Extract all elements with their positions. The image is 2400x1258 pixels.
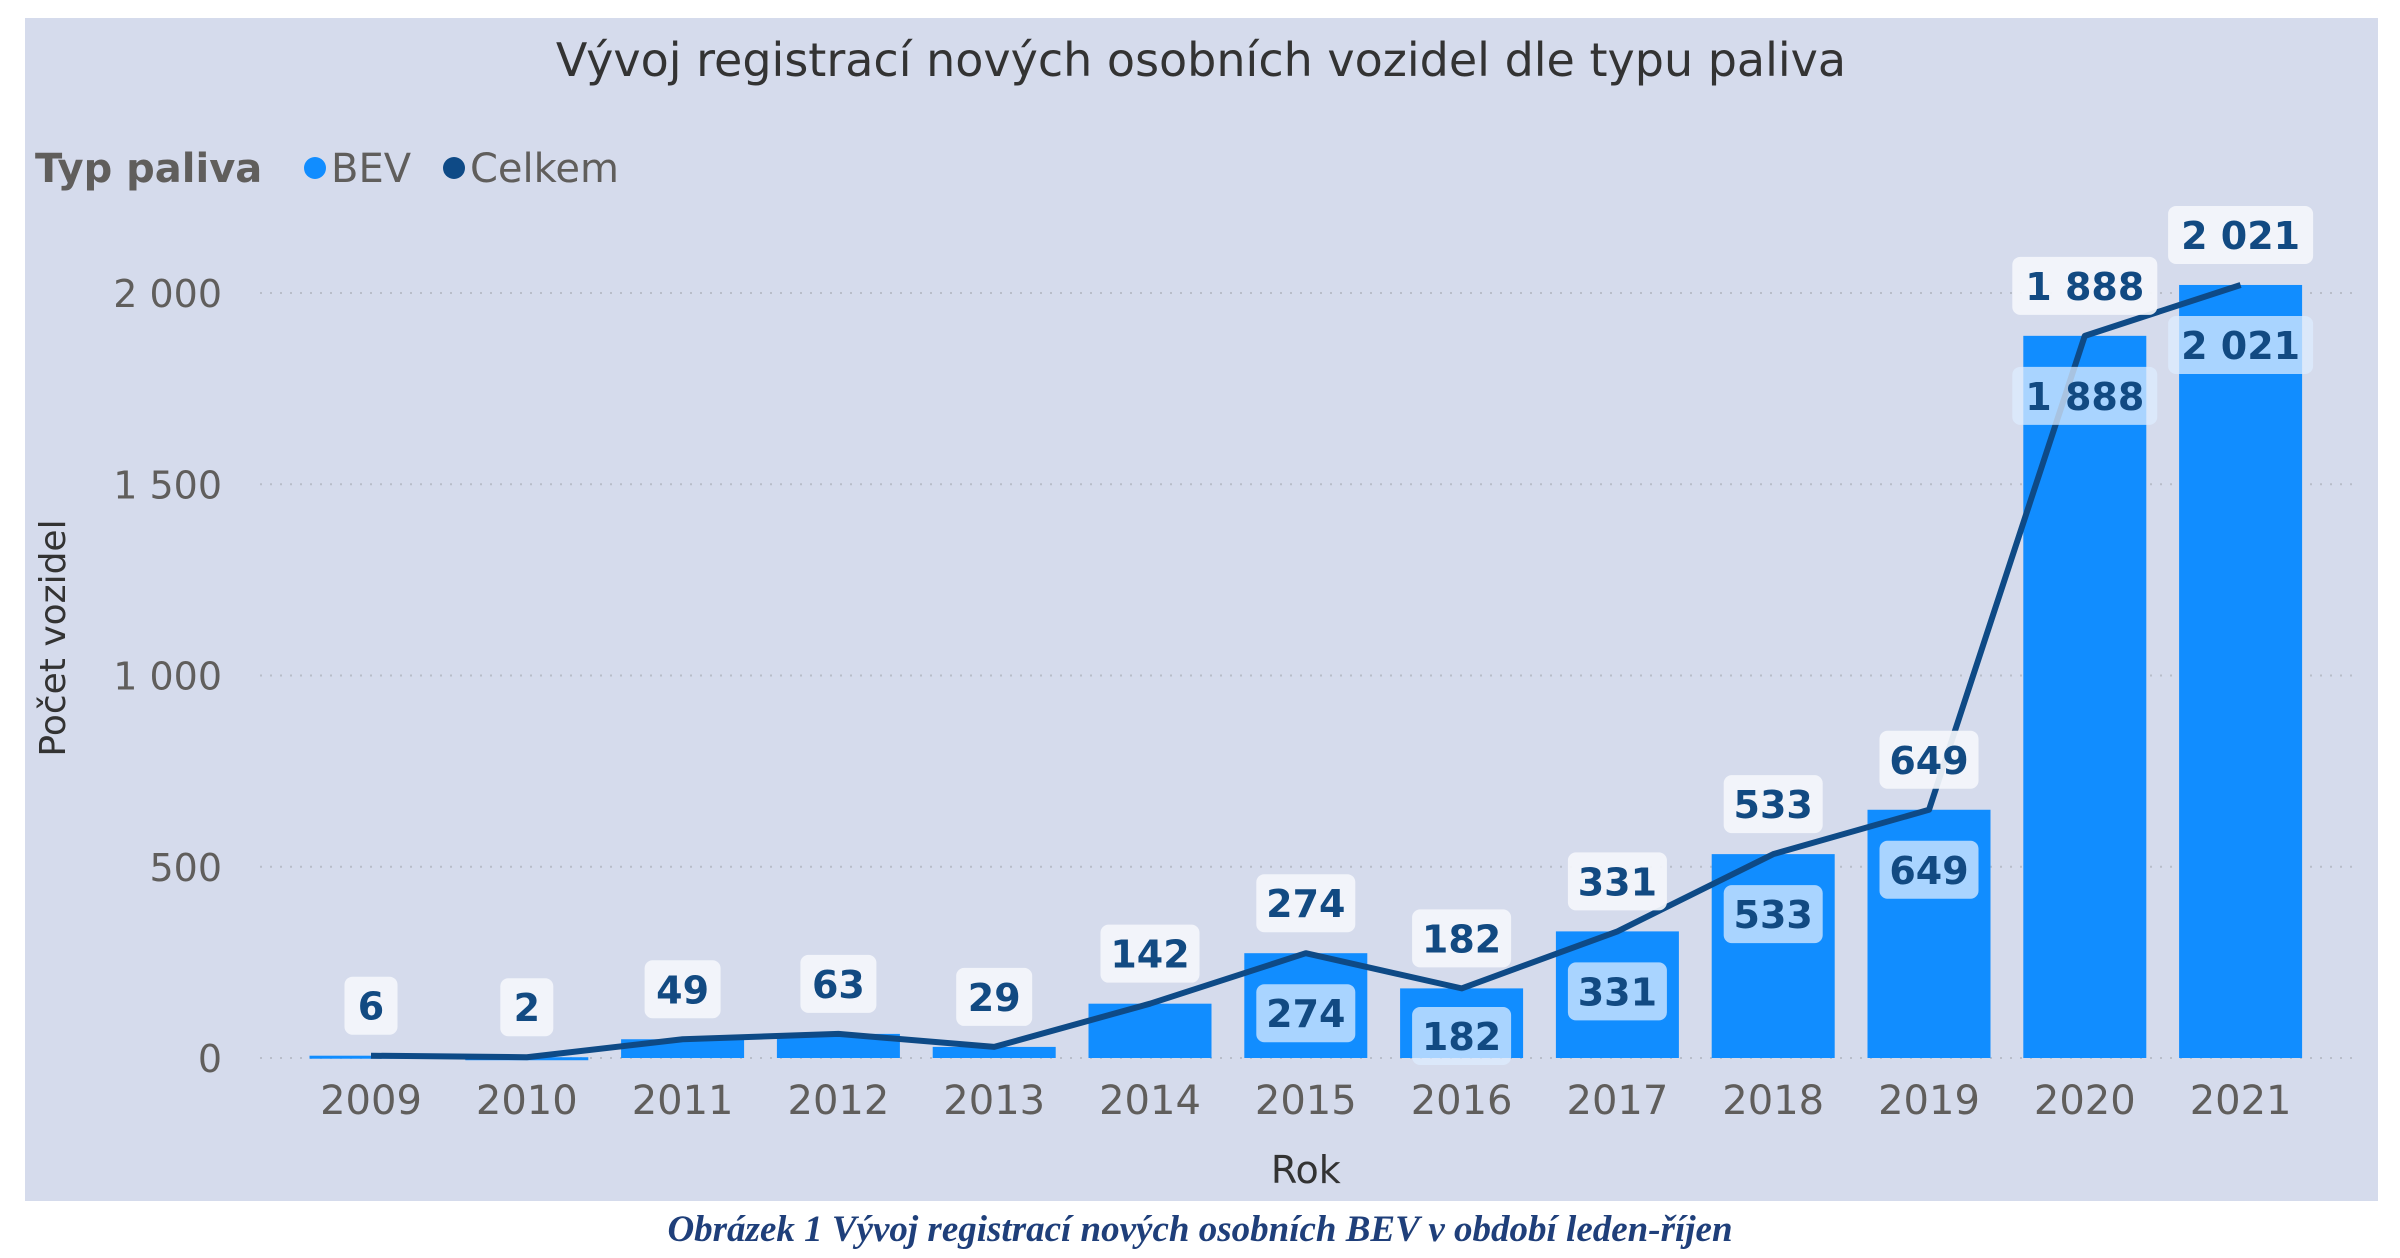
- data-label-bev-box: [2168, 315, 2314, 374]
- data-label-celkem: 274: [1266, 882, 1345, 926]
- bar-bev-2021: [2179, 284, 2303, 1058]
- data-label-celkem: 6: [358, 985, 384, 1029]
- x-tick-label: 2019: [1878, 1078, 1980, 1124]
- data-label-celkem-box: [1412, 909, 1512, 968]
- data-label-bev-box: [2012, 366, 2158, 425]
- data-label-bev: 1 888: [2025, 375, 2144, 419]
- data-label-celkem-box: [956, 967, 1033, 1026]
- data-label-celkem: 2: [514, 986, 540, 1030]
- bar-bev-2013: [932, 1046, 1056, 1058]
- y-axis-label: Počet vozidel: [33, 519, 74, 756]
- data-label-bev: 182: [1422, 1015, 1501, 1059]
- data-label-bev: 649: [1889, 849, 1968, 893]
- y-tick-label: 1 500: [113, 463, 222, 507]
- data-label-celkem: 2 021: [2181, 214, 2300, 258]
- x-tick-label: 2015: [1255, 1078, 1357, 1124]
- data-label-bev: 533: [1734, 893, 1813, 937]
- data-label-celkem-box: [1567, 852, 1667, 911]
- data-label-celkem: 533: [1734, 783, 1813, 827]
- data-label-celkem: 49: [656, 968, 709, 1012]
- bar-bev-2020: [2023, 335, 2147, 1059]
- chart-title: Vývoj registrací nových osobních vozidel…: [556, 33, 1846, 87]
- x-tick-label: 2016: [1411, 1078, 1513, 1124]
- combo-chart: Vývoj registrací nových osobních vozidel…: [33, 33, 2355, 1192]
- y-tick-label: 2 000: [113, 272, 222, 316]
- data-label-celkem-box: [1879, 730, 1979, 789]
- bar-bev-2014: [1088, 1003, 1212, 1058]
- x-tick-label: 2014: [1099, 1078, 1201, 1124]
- data-label-celkem: 1 888: [2025, 265, 2144, 309]
- data-label-celkem: 182: [1422, 917, 1501, 961]
- data-label-bev: 331: [1578, 970, 1657, 1014]
- data-label-celkem-box: [2168, 205, 2314, 264]
- y-tick-label: 500: [149, 846, 222, 890]
- x-tick-label: 2020: [2034, 1078, 2136, 1124]
- x-tick-label: 2017: [1567, 1078, 1669, 1124]
- data-label-celkem: 142: [1110, 933, 1189, 977]
- data-label-celkem-box: [800, 954, 877, 1013]
- data-label-bev: 2 021: [2181, 324, 2300, 368]
- x-tick-label: 2018: [1722, 1078, 1824, 1124]
- data-label-bev: 274: [1266, 992, 1345, 1036]
- data-label-bev-box: [1879, 840, 1979, 899]
- x-tick-label: 2010: [476, 1078, 578, 1124]
- x-tick-label: 2012: [788, 1078, 890, 1124]
- data-label-celkem-box: [644, 960, 721, 1019]
- data-label-bev-box: [1256, 984, 1356, 1043]
- data-label-celkem-box: [500, 978, 554, 1037]
- y-tick-label: 0: [198, 1037, 222, 1081]
- x-tick-label: 2011: [632, 1078, 734, 1124]
- data-label-celkem-box: [1723, 775, 1823, 834]
- data-label-celkem-box: [344, 976, 398, 1035]
- x-tick-label: 2013: [943, 1078, 1045, 1124]
- x-tick-label: 2009: [320, 1078, 422, 1124]
- data-label-celkem-box: [2012, 256, 2158, 315]
- line-celkem: [370, 282, 2242, 1061]
- data-label-celkem: 649: [1889, 739, 1968, 783]
- bar-bev-2018: [1711, 854, 1835, 1058]
- data-label-celkem: 331: [1578, 860, 1657, 904]
- data-label-bev-box: [1412, 1007, 1512, 1065]
- legend-marker-bev: [304, 157, 326, 179]
- legend-label-bev: BEV: [331, 146, 412, 192]
- y-tick-label: 1 000: [113, 655, 222, 699]
- data-label-bev-box: [1723, 885, 1823, 944]
- data-label-bev-box: [1567, 962, 1667, 1021]
- x-axis-label: Rok: [1271, 1148, 1341, 1192]
- data-label-celkem: 63: [812, 963, 865, 1007]
- figure-caption: Obrázek 1 Vývoj registrací nových osobní…: [667, 1209, 1733, 1250]
- data-label-celkem-box: [1256, 874, 1356, 933]
- x-tick-label: 2021: [2190, 1078, 2292, 1124]
- legend-marker-celkem: [443, 157, 465, 179]
- chart-panel: Vývoj registrací nových osobních vozidel…: [25, 18, 2378, 1201]
- legend-title: Typ paliva: [35, 146, 262, 192]
- legend-label-celkem: Celkem: [470, 146, 619, 192]
- data-label-celkem-box: [1100, 924, 1200, 983]
- data-label-celkem: 29: [968, 976, 1021, 1020]
